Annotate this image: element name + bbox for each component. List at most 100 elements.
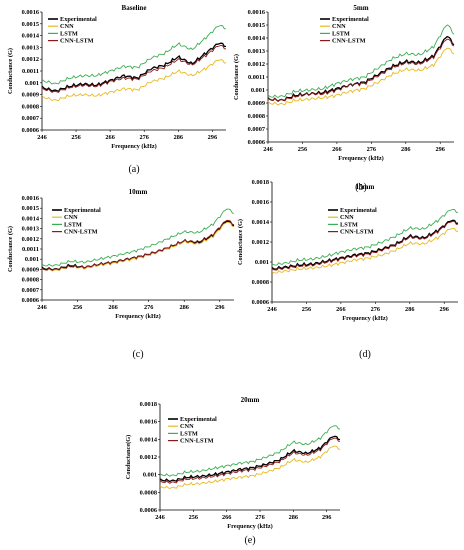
- panel-label: (d): [359, 349, 371, 360]
- x-tick-label: 276: [371, 306, 380, 313]
- x-tick-label: 256: [189, 514, 198, 521]
- y-tick-label: 0.0018: [252, 179, 269, 186]
- y-tick-label: 0.001: [255, 259, 269, 266]
- x-axis-label: Frequency (kHz): [338, 155, 384, 162]
- x-tick-label: 296: [322, 514, 331, 521]
- y-tick-label: 0.0008: [22, 103, 39, 110]
- legend-entry: LSTM: [180, 430, 198, 437]
- y-tick-label: 0.0015: [22, 21, 39, 28]
- series-line-cnn-lstm: [41, 45, 226, 93]
- y-tick-label: 0.001: [25, 80, 39, 87]
- x-tick-label: 246: [155, 514, 164, 521]
- chart-title: 20mm: [241, 396, 260, 404]
- series-line-cnn-lstm: [159, 437, 341, 484]
- x-tick-label: 276: [255, 514, 264, 521]
- y-tick-label: 0.0013: [22, 226, 39, 233]
- x-tick-label: 296: [439, 306, 448, 313]
- legend-entry: Experimental: [180, 416, 217, 423]
- y-axis-label: Conductance(G): [125, 435, 132, 479]
- y-tick-label: 0.0007: [22, 287, 39, 294]
- x-tick-label: 256: [298, 146, 307, 153]
- series-line-cnn-lstm: [271, 220, 459, 271]
- y-tick-label: 0.0009: [22, 266, 39, 273]
- y-tick-label: 0.0009: [22, 92, 39, 99]
- y-tick-label: 0.0006: [252, 299, 269, 306]
- legend-entry: CNN-LSTM: [340, 229, 374, 236]
- y-tick-label: 0.001: [251, 87, 265, 94]
- x-tick-label: 256: [73, 304, 82, 311]
- legend-entry: Experimental: [340, 207, 377, 214]
- y-axis-label: Conductance (G): [7, 226, 14, 272]
- legend-entry: Experimental: [332, 16, 369, 23]
- y-tick-label: 0.0009: [248, 100, 265, 107]
- axes: 0.0006 0.0007 0.0008 0.0009 0.001 0.0011 0.001…: [248, 9, 454, 153]
- x-tick-label: 246: [37, 304, 46, 311]
- legend-entry: CNN-LSTM: [180, 438, 214, 445]
- y-tick-label: 0.0011: [248, 74, 265, 81]
- chart-title: Baseline: [122, 4, 147, 12]
- y-tick-label: 0.0013: [22, 44, 39, 51]
- y-axis-label: Conductance (G): [237, 219, 244, 265]
- chart-title: 10mm: [129, 188, 148, 196]
- legend-entry: CNN: [64, 214, 78, 221]
- x-tick-label: 286: [179, 304, 188, 311]
- x-tick-label: 256: [71, 134, 80, 141]
- x-tick-label: 246: [37, 134, 46, 141]
- series-group: [41, 208, 235, 272]
- series-line-cnn: [41, 59, 227, 102]
- y-axis-label: Conductance (G): [233, 54, 240, 100]
- x-tick-label: 266: [105, 134, 114, 141]
- legend-entry: LSTM: [60, 30, 78, 37]
- chart-panel: 15mm0.00060.00080.0010.00120.00140.00160…: [237, 179, 459, 360]
- axes: 0.0006 0.0007 0.0008 0.0009 0.001 0.0011 0.001…: [22, 9, 226, 141]
- series-line-cnn: [159, 445, 340, 490]
- y-tick-label: 0.0007: [248, 126, 265, 133]
- y-tick-label: 0.0014: [22, 33, 40, 40]
- y-tick-label: 0.0007: [22, 115, 39, 122]
- legend-entry: CNN-LSTM: [64, 229, 98, 236]
- series-line-cnn: [267, 47, 455, 106]
- y-tick-label: 0.0016: [22, 9, 39, 16]
- y-tick-label: 0.0013: [248, 48, 265, 55]
- series-group: [271, 208, 459, 274]
- y-tick-label: 0.0006: [140, 507, 157, 514]
- panel-label: (c): [132, 349, 143, 360]
- panel-label: (a): [128, 164, 139, 175]
- series-group: [159, 425, 341, 490]
- y-tick-label: 0.0014: [22, 215, 40, 222]
- series-line-experimental: [271, 219, 459, 270]
- axes: 0.0006 0.0008 0.001 0.0012 0.0014 0.0016 0.001…: [140, 401, 340, 521]
- y-tick-label: 0.0016: [22, 195, 39, 202]
- legend-entry: LSTM: [332, 30, 350, 37]
- y-tick-label: 0.0012: [22, 56, 39, 63]
- x-tick-label: 286: [401, 146, 410, 153]
- series-line-experimental: [267, 35, 455, 103]
- x-axis-label: Frequency (kHz): [111, 143, 157, 150]
- y-tick-label: 0.0012: [252, 239, 269, 246]
- y-tick-label: 0.0006: [248, 139, 265, 146]
- legend-entry: CNN-LSTM: [332, 38, 366, 45]
- y-tick-label: 0.0012: [248, 61, 265, 68]
- x-tick-label: 286: [289, 514, 298, 521]
- x-tick-label: 296: [208, 134, 217, 141]
- y-tick-label: 0.001: [25, 256, 39, 263]
- y-tick-label: 0.0008: [248, 113, 265, 120]
- y-tick-label: 0.0016: [140, 419, 157, 426]
- series-line-lstm: [159, 425, 340, 477]
- series-line-cnn-lstm: [267, 38, 455, 102]
- chart-title: 5mm: [353, 4, 368, 12]
- x-tick-label: 276: [367, 146, 376, 153]
- legend-entry: Experimental: [60, 16, 97, 23]
- y-tick-label: 0.0011: [22, 68, 39, 75]
- y-tick-label: 0.0016: [252, 199, 269, 206]
- chart-panel: Baseline0.00060.00070.00080.00090.0010.0…: [7, 4, 227, 175]
- series-line-lstm: [271, 208, 459, 266]
- y-tick-label: 0.0012: [22, 236, 39, 243]
- x-axis-label: Frequency (kHz): [115, 313, 161, 320]
- x-tick-label: 276: [139, 134, 148, 141]
- y-tick-label: 0.0014: [248, 35, 266, 42]
